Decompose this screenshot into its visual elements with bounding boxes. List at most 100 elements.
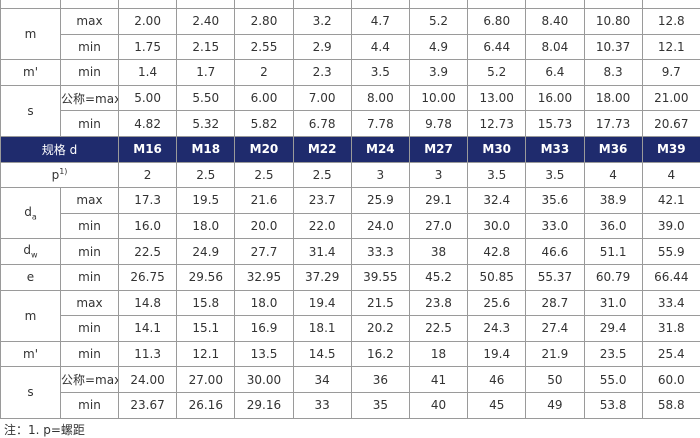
sub-label: max xyxy=(60,8,119,35)
value-cell: 4.7 xyxy=(350,8,410,35)
value-cell: 41 xyxy=(408,366,469,393)
value-cell: 33 xyxy=(292,391,352,419)
sub-label: min xyxy=(60,238,119,265)
value-cell: 27.4 xyxy=(525,315,585,342)
value-cell: 60.0 xyxy=(641,366,700,393)
value-cell: 3.5 xyxy=(350,59,410,86)
label-text: s xyxy=(27,385,34,400)
row-label: m xyxy=(0,7,61,61)
value-cell: 37.29 xyxy=(292,263,352,291)
value-cell: 19.4 xyxy=(467,340,527,368)
value-cell: 12.73 xyxy=(467,110,527,137)
value-cell: 29.56 xyxy=(176,263,236,291)
value-cell: 20.2 xyxy=(350,315,410,342)
header-size: M33 xyxy=(525,135,585,163)
value-cell: 53.8 xyxy=(583,391,643,419)
sub-label: min xyxy=(60,340,119,368)
value-cell: 5.50 xyxy=(176,84,236,112)
value-cell: 21.00 xyxy=(641,84,700,112)
cell xyxy=(60,0,119,9)
header-size: M18 xyxy=(176,135,236,163)
row xyxy=(0,0,700,9)
value-cell: 50.85 xyxy=(467,263,527,291)
value-cell: 30.00 xyxy=(234,366,294,393)
value-cell: 5.2 xyxy=(408,8,469,35)
value-cell: 22.0 xyxy=(292,212,352,240)
header-size: M20 xyxy=(234,135,294,163)
row: dw min 22.5 24.9 27.7 31.4 33.3 38 42.8 46.6 51.1 5… xyxy=(0,238,700,265)
value-cell: 39.0 xyxy=(641,212,700,240)
value-cell: 2 xyxy=(234,59,294,86)
label-text: e xyxy=(26,270,35,285)
cell xyxy=(234,0,294,9)
cell xyxy=(583,0,643,9)
cell xyxy=(0,0,61,9)
value-cell: 11.3 xyxy=(117,340,178,368)
value-cell: 5.82 xyxy=(234,110,294,137)
value-cell: 4 xyxy=(583,161,643,189)
value-cell: 27.0 xyxy=(408,212,469,240)
value-cell: 16.0 xyxy=(117,212,178,240)
value-cell: 31.8 xyxy=(641,315,700,342)
value-cell: 21.9 xyxy=(525,340,585,368)
value-cell: 8.40 xyxy=(525,8,585,35)
row: s 公称=max 24.00 27.00 30.00 34 36 41 46 50 55.0 60.0 xyxy=(0,366,700,419)
label-text: m' xyxy=(23,65,38,80)
value-cell: 60.79 xyxy=(583,263,643,291)
value-cell: 15.8 xyxy=(176,289,236,317)
value-cell: 22.5 xyxy=(117,238,178,265)
header-size: M27 xyxy=(408,135,469,163)
value-cell: 35.6 xyxy=(525,187,585,214)
cell xyxy=(467,0,527,9)
value-cell: 2 xyxy=(117,161,178,189)
value-cell: 18.1 xyxy=(292,315,352,342)
value-cell: 2.9 xyxy=(292,33,352,61)
value-cell: 32.95 xyxy=(234,263,294,291)
value-cell: 15.73 xyxy=(525,110,585,137)
value-cell: 25.6 xyxy=(467,289,527,317)
value-cell: 4 xyxy=(641,161,700,189)
value-cell: 25.9 xyxy=(350,187,410,214)
cell xyxy=(176,0,236,9)
value-cell: 46.6 xyxy=(525,238,585,265)
label-text: m' xyxy=(23,347,38,362)
value-cell: 20.67 xyxy=(641,110,700,137)
value-cell: 14.8 xyxy=(117,289,178,317)
value-cell: 55.9 xyxy=(641,238,700,265)
value-cell: 29.16 xyxy=(234,391,294,419)
value-cell: 2.3 xyxy=(292,59,352,86)
value-cell: 7.00 xyxy=(292,84,352,112)
cell xyxy=(408,0,469,9)
value-cell: 3.2 xyxy=(292,8,352,35)
row-label: m' xyxy=(0,340,61,368)
value-cell: 22.5 xyxy=(408,315,469,342)
footnote: 注：1. p=螺距 xyxy=(4,423,85,437)
value-cell: 5.00 xyxy=(117,84,178,112)
value-cell: 1.75 xyxy=(117,33,178,61)
value-cell: 42.1 xyxy=(641,187,700,214)
value-cell: 2.55 xyxy=(234,33,294,61)
value-cell: 24.3 xyxy=(467,315,527,342)
value-cell: 2.00 xyxy=(117,8,178,35)
value-cell: 35 xyxy=(350,391,410,419)
cell xyxy=(292,0,352,9)
value-cell: 20.0 xyxy=(234,212,294,240)
row-label: s xyxy=(0,366,61,419)
value-cell: 2.5 xyxy=(292,161,352,189)
value-cell: 55.37 xyxy=(525,263,585,291)
value-cell: 14.1 xyxy=(117,315,178,342)
label-subscript: a xyxy=(31,212,37,222)
row: min 1.75 2.15 2.55 2.9 4.4 4.9 6.44 8.04 10.37 12.… xyxy=(1,33,700,61)
value-cell: 6.78 xyxy=(292,110,352,137)
value-cell: 26.75 xyxy=(117,263,178,291)
value-cell: 6.80 xyxy=(467,8,527,35)
value-cell: 33.4 xyxy=(641,289,700,317)
cell xyxy=(525,0,585,9)
label-text: m xyxy=(24,308,37,323)
value-cell: 46 xyxy=(467,366,527,393)
value-cell: 23.67 xyxy=(117,391,178,419)
value-cell: 14.5 xyxy=(292,340,352,368)
row: s 公称=max 5.00 5.50 6.00 7.00 8.00 10.00 13.00 16.… xyxy=(0,84,700,137)
label-text: s xyxy=(27,103,34,118)
header-size: M39 xyxy=(641,135,700,163)
